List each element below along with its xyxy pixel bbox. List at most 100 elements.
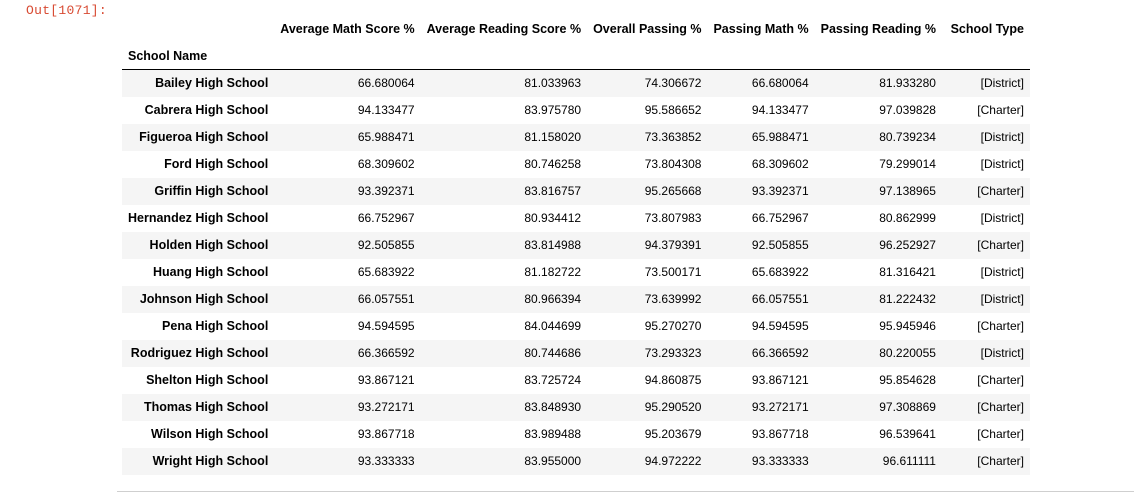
table-cell: 94.133477 [357, 103, 415, 117]
table-cell: [Charter] [977, 103, 1024, 117]
table-cell: 66.057551 [357, 292, 415, 306]
table-cell: 94.594595 [357, 319, 415, 333]
table-cell: 84.044699 [524, 319, 582, 333]
table-cell: 81.316421 [879, 265, 936, 279]
table-row: Wright High School 93.333333 83.955000 94.9… [122, 447, 1030, 475]
table-cell: [District] [980, 346, 1024, 360]
column-header-school-type: School Type [950, 21, 1024, 36]
table-cell: 94.972222 [644, 454, 702, 468]
column-header-overall-passing: Overall Passing % [593, 21, 702, 36]
table-cell: 92.505855 [751, 238, 809, 252]
table-cell: 92.505855 [357, 238, 415, 252]
dataframe-table: Average Math Score % Average Reading Sco… [122, 14, 1030, 475]
table-cell: 93.272171 [357, 400, 415, 414]
table-cell: 83.975780 [524, 103, 582, 117]
header-corner [122, 14, 274, 43]
table-cell: [District] [980, 157, 1024, 171]
table-cell: 83.955000 [524, 454, 582, 468]
row-label-school-name: Holden High School [149, 238, 269, 252]
row-label-school-name: Pena High School [162, 319, 269, 333]
table-cell: 96.539641 [879, 427, 936, 441]
table-row: Shelton High School 93.867121 83.725724 94.… [122, 367, 1030, 394]
table-cell: 81.182722 [524, 265, 582, 279]
table-cell: 93.867121 [357, 373, 415, 387]
table-cell: 73.639992 [644, 292, 702, 306]
table-cell: 80.220055 [879, 346, 936, 360]
table-cell: [Charter] [977, 238, 1024, 252]
table-cell: 97.039828 [879, 103, 936, 117]
table-cell: 81.933280 [879, 76, 936, 91]
table-cell: 93.333333 [357, 454, 415, 468]
table-cell: 66.366592 [357, 346, 415, 360]
output-divider [117, 491, 1134, 492]
table-cell: 81.033963 [524, 76, 582, 91]
table-cell: 73.807983 [644, 211, 702, 225]
table-cell: 66.752967 [357, 211, 415, 225]
table-cell: 74.306672 [644, 76, 702, 91]
table-cell: 81.158020 [524, 130, 582, 144]
table-cell: 95.265668 [644, 184, 702, 198]
table-row: Cabrera High School 94.133477 83.975780 95.… [122, 97, 1030, 124]
row-label-school-name: Shelton High School [146, 373, 269, 387]
table-cell: 65.988471 [751, 130, 809, 144]
table-cell: 80.739234 [879, 130, 936, 144]
table-cell: 94.379391 [644, 238, 702, 252]
table-cell: 79.299014 [879, 157, 936, 171]
table-cell: 83.816757 [524, 184, 582, 198]
table-cell: [District] [980, 292, 1024, 306]
table-cell: 94.860875 [644, 373, 702, 387]
table-row: Figueroa High School 65.988471 81.158020 73… [122, 123, 1030, 151]
table-cell: [Charter] [977, 400, 1024, 414]
table-cell: 97.138965 [879, 184, 936, 198]
table-cell: 73.804308 [644, 157, 702, 171]
table-cell: 66.752967 [751, 211, 809, 225]
table-row: Rodriguez High School 66.366592 80.744686 7… [122, 339, 1030, 367]
table-cell: [Charter] [977, 454, 1024, 468]
table-cell: 97.308869 [879, 400, 936, 414]
table-cell: [Charter] [977, 427, 1024, 441]
table-cell: 93.867718 [751, 427, 809, 441]
table-cell: [District] [980, 265, 1024, 279]
table-cell: [Charter] [977, 184, 1024, 198]
table-cell: 68.309602 [751, 157, 809, 171]
table-cell: 80.934412 [524, 211, 582, 225]
table-cell: 65.683922 [751, 265, 809, 279]
index-header-school-name: School Name [128, 49, 208, 63]
table-row: Bailey High School 66.680064 81.033963 74.3… [122, 69, 1030, 97]
table-cell: [District] [980, 76, 1024, 91]
row-label-school-name: Rodriguez High School [130, 346, 269, 360]
output-prompt: Out[1071]: [26, 3, 108, 18]
table-cell: 83.814988 [524, 238, 582, 252]
table-row: Johnson High School 66.057551 80.966394 73.… [122, 285, 1030, 313]
table-cell: 65.988471 [357, 130, 415, 144]
row-label-school-name: Thomas High School [143, 400, 269, 414]
table-cell: 93.333333 [751, 454, 809, 468]
table-cell: 96.252927 [879, 238, 936, 252]
table-cell: 80.744686 [524, 346, 582, 360]
column-header-average-math: Average Math Score % [280, 21, 415, 36]
table-cell: 66.366592 [751, 346, 809, 360]
table-cell: 93.867718 [357, 427, 415, 441]
row-label-school-name: Johnson High School [139, 292, 269, 306]
table-cell: 80.862999 [879, 211, 936, 225]
column-header-row: Average Math Score % Average Reading Sco… [122, 14, 1030, 43]
table-row: Pena High School 94.594595 84.044699 95.270… [122, 313, 1030, 340]
table-cell: 94.133477 [751, 103, 809, 117]
table-cell: 95.270270 [644, 319, 702, 333]
row-label-school-name: Wright High School [152, 454, 269, 468]
table-cell: 95.854628 [879, 373, 936, 387]
table-cell: [Charter] [977, 319, 1024, 333]
row-label-school-name: Cabrera High School [144, 103, 269, 117]
table-cell: 93.392371 [357, 184, 415, 198]
table-cell: 83.725724 [524, 373, 582, 387]
row-label-school-name: Figueroa High School [139, 130, 269, 144]
table-row: Hernandez High School 66.752967 80.934412 7… [122, 205, 1030, 232]
table-body: Bailey High School 66.680064 81.033963 74.3… [122, 69, 1030, 475]
table-cell: 93.392371 [751, 184, 809, 198]
row-label-school-name: Huang High School [153, 265, 269, 279]
table-row: Wilson High School 93.867718 83.989488 95.2… [122, 421, 1030, 448]
table-cell: 66.680064 [357, 76, 415, 91]
index-header-row: School Name [122, 43, 1030, 70]
table-cell: 95.290520 [644, 400, 702, 414]
column-header-passing-math: Passing Math % [713, 21, 809, 36]
